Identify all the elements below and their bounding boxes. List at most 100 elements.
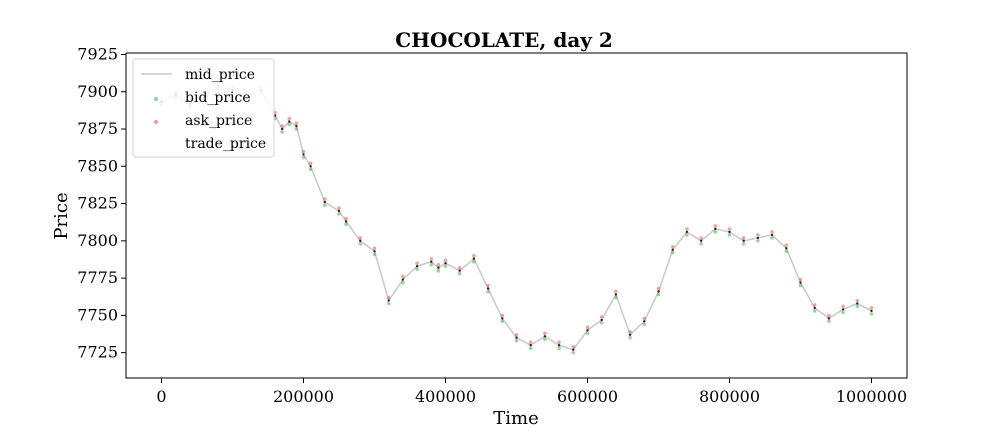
- data-point: [457, 265, 462, 270]
- y-tick-label: 7900: [77, 82, 118, 101]
- data-point: [671, 248, 674, 251]
- data-point: [713, 230, 718, 234]
- data-point: [401, 274, 405, 279]
- data-point: [457, 271, 462, 276]
- data-point: [869, 312, 874, 316]
- data-point: [359, 239, 362, 242]
- data-point: [472, 259, 476, 264]
- y-tick-label: 7750: [77, 305, 118, 324]
- data-point: [670, 251, 675, 255]
- data-point: [827, 317, 831, 320]
- data-point: [798, 283, 803, 288]
- legend-label: mid_price: [185, 67, 255, 83]
- y-axis-label: Price: [51, 192, 72, 239]
- data-point: [785, 247, 788, 250]
- data-point: [309, 165, 312, 168]
- data-point: [670, 245, 675, 249]
- x-tick-label: 1000000: [836, 387, 907, 406]
- data-point: [472, 254, 476, 258]
- data-point: [642, 322, 647, 327]
- data-point: [812, 303, 817, 307]
- data-point: [585, 331, 590, 336]
- data-point: [685, 230, 689, 234]
- data-point: [500, 313, 505, 318]
- y-tick-label: 7775: [77, 268, 118, 287]
- data-point: [628, 335, 632, 340]
- data-point: [812, 309, 817, 313]
- data-point: [756, 233, 760, 237]
- data-point: [287, 122, 292, 127]
- data-point: [436, 262, 441, 267]
- data-point: [856, 302, 859, 305]
- data-point: [437, 266, 440, 269]
- data-point: [501, 317, 504, 320]
- data-point: [699, 242, 703, 246]
- legend-swatch: [154, 120, 158, 124]
- data-point: [599, 315, 604, 319]
- data-point: [742, 239, 745, 242]
- data-point: [444, 262, 447, 265]
- data-point: [401, 278, 405, 281]
- data-point: [685, 233, 689, 237]
- data-point: [628, 333, 632, 336]
- data-point: [841, 308, 845, 311]
- data-point: [281, 127, 284, 131]
- data-point: [301, 149, 306, 154]
- data-point: [770, 233, 774, 237]
- data-point: [657, 290, 660, 293]
- legend: mid_price bid_price ask_price trade_price: [132, 58, 275, 158]
- data-point: [387, 299, 390, 302]
- data-point: [386, 295, 391, 300]
- data-point: [741, 236, 746, 240]
- data-point: [443, 264, 448, 269]
- data-point: [372, 246, 377, 251]
- data-point: [756, 236, 760, 240]
- data-point: [557, 346, 561, 351]
- data-point: [656, 292, 661, 297]
- data-point: [543, 335, 547, 338]
- legend-label: ask_price: [185, 113, 252, 129]
- data-point: [280, 124, 285, 128]
- data-point: [515, 336, 518, 339]
- data-point: [557, 344, 561, 347]
- data-point: [344, 222, 348, 227]
- x-tick-label: 0: [156, 387, 166, 406]
- data-point: [855, 304, 860, 309]
- data-point: [827, 313, 831, 318]
- data-point: [514, 338, 519, 343]
- y-tick-label: 7925: [77, 44, 118, 63]
- x-tick-label: 800000: [699, 387, 760, 406]
- data-point: [571, 350, 576, 355]
- data-point: [287, 116, 292, 121]
- data-point: [415, 267, 419, 272]
- data-point: [373, 250, 376, 253]
- data-point: [337, 206, 341, 210]
- data-point: [323, 203, 327, 207]
- data-point: [528, 340, 533, 345]
- y-tick-label: 7850: [77, 156, 118, 175]
- x-tick-label: 200000: [273, 387, 334, 406]
- data-point: [813, 306, 816, 310]
- plot-frame: [125, 52, 908, 379]
- legend-swatch: [154, 97, 158, 101]
- legend-box: [132, 58, 275, 158]
- data-point: [869, 306, 874, 310]
- data-point: [642, 316, 647, 321]
- data-point: [784, 249, 789, 254]
- data-point: [727, 227, 732, 231]
- data-point: [571, 344, 576, 349]
- data-point: [386, 301, 391, 306]
- x-axis-label: Time: [493, 408, 538, 429]
- plot-area: [159, 81, 874, 355]
- y-tick-label: 7875: [77, 119, 118, 138]
- data-point: [585, 325, 590, 330]
- data-point: [841, 310, 845, 315]
- data-point: [614, 289, 618, 294]
- data-point: [301, 155, 306, 160]
- data-point: [430, 260, 433, 263]
- data-point: [614, 293, 618, 296]
- data-point: [401, 280, 405, 285]
- data-point: [337, 209, 341, 213]
- data-point: [308, 167, 313, 172]
- data-point: [543, 337, 547, 342]
